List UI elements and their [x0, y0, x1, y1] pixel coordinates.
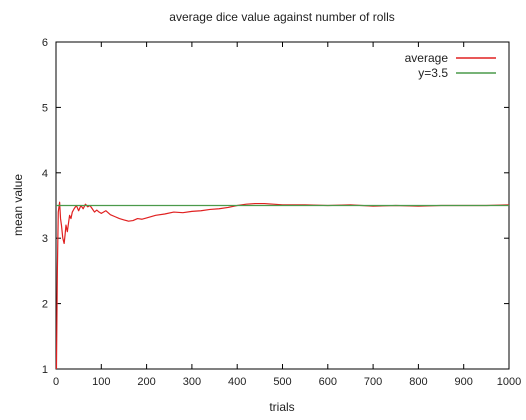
x-tick-label: 300 — [183, 376, 201, 388]
x-tick-label: 1000 — [497, 376, 521, 388]
y-axis-label: mean value — [11, 174, 25, 236]
x-tick-label: 900 — [455, 376, 473, 388]
tick-group: 0 100 200 300 400 500 600 700 800 900 1000 1 2 3 4 5 6 — [42, 37, 521, 388]
x-tick-label: 500 — [273, 376, 291, 388]
x-tick-label: 200 — [137, 376, 155, 388]
y-tick-label: 2 — [42, 299, 48, 311]
x-tick-label: 0 — [53, 376, 59, 388]
legend-label: y=3.5 — [418, 66, 448, 80]
x-tick-label: 100 — [92, 376, 110, 388]
series-line-average — [55, 201, 510, 370]
chart-title: average dice value against number of rol… — [169, 10, 394, 24]
y-tick-label: 1 — [42, 364, 48, 376]
series-group — [55, 201, 510, 370]
legend-label: average — [405, 51, 449, 65]
x-axis-label: trials — [269, 400, 294, 414]
x-tick-label: 600 — [319, 376, 337, 388]
y-tick-label: 3 — [42, 233, 48, 245]
x-tick-label: 800 — [409, 376, 427, 388]
y-tick-label: 4 — [42, 168, 48, 180]
x-tick-label: 700 — [364, 376, 382, 388]
x-tick-label: 400 — [228, 376, 246, 388]
y-tick-label: 5 — [42, 102, 48, 114]
y-tick-label: 6 — [42, 37, 48, 49]
